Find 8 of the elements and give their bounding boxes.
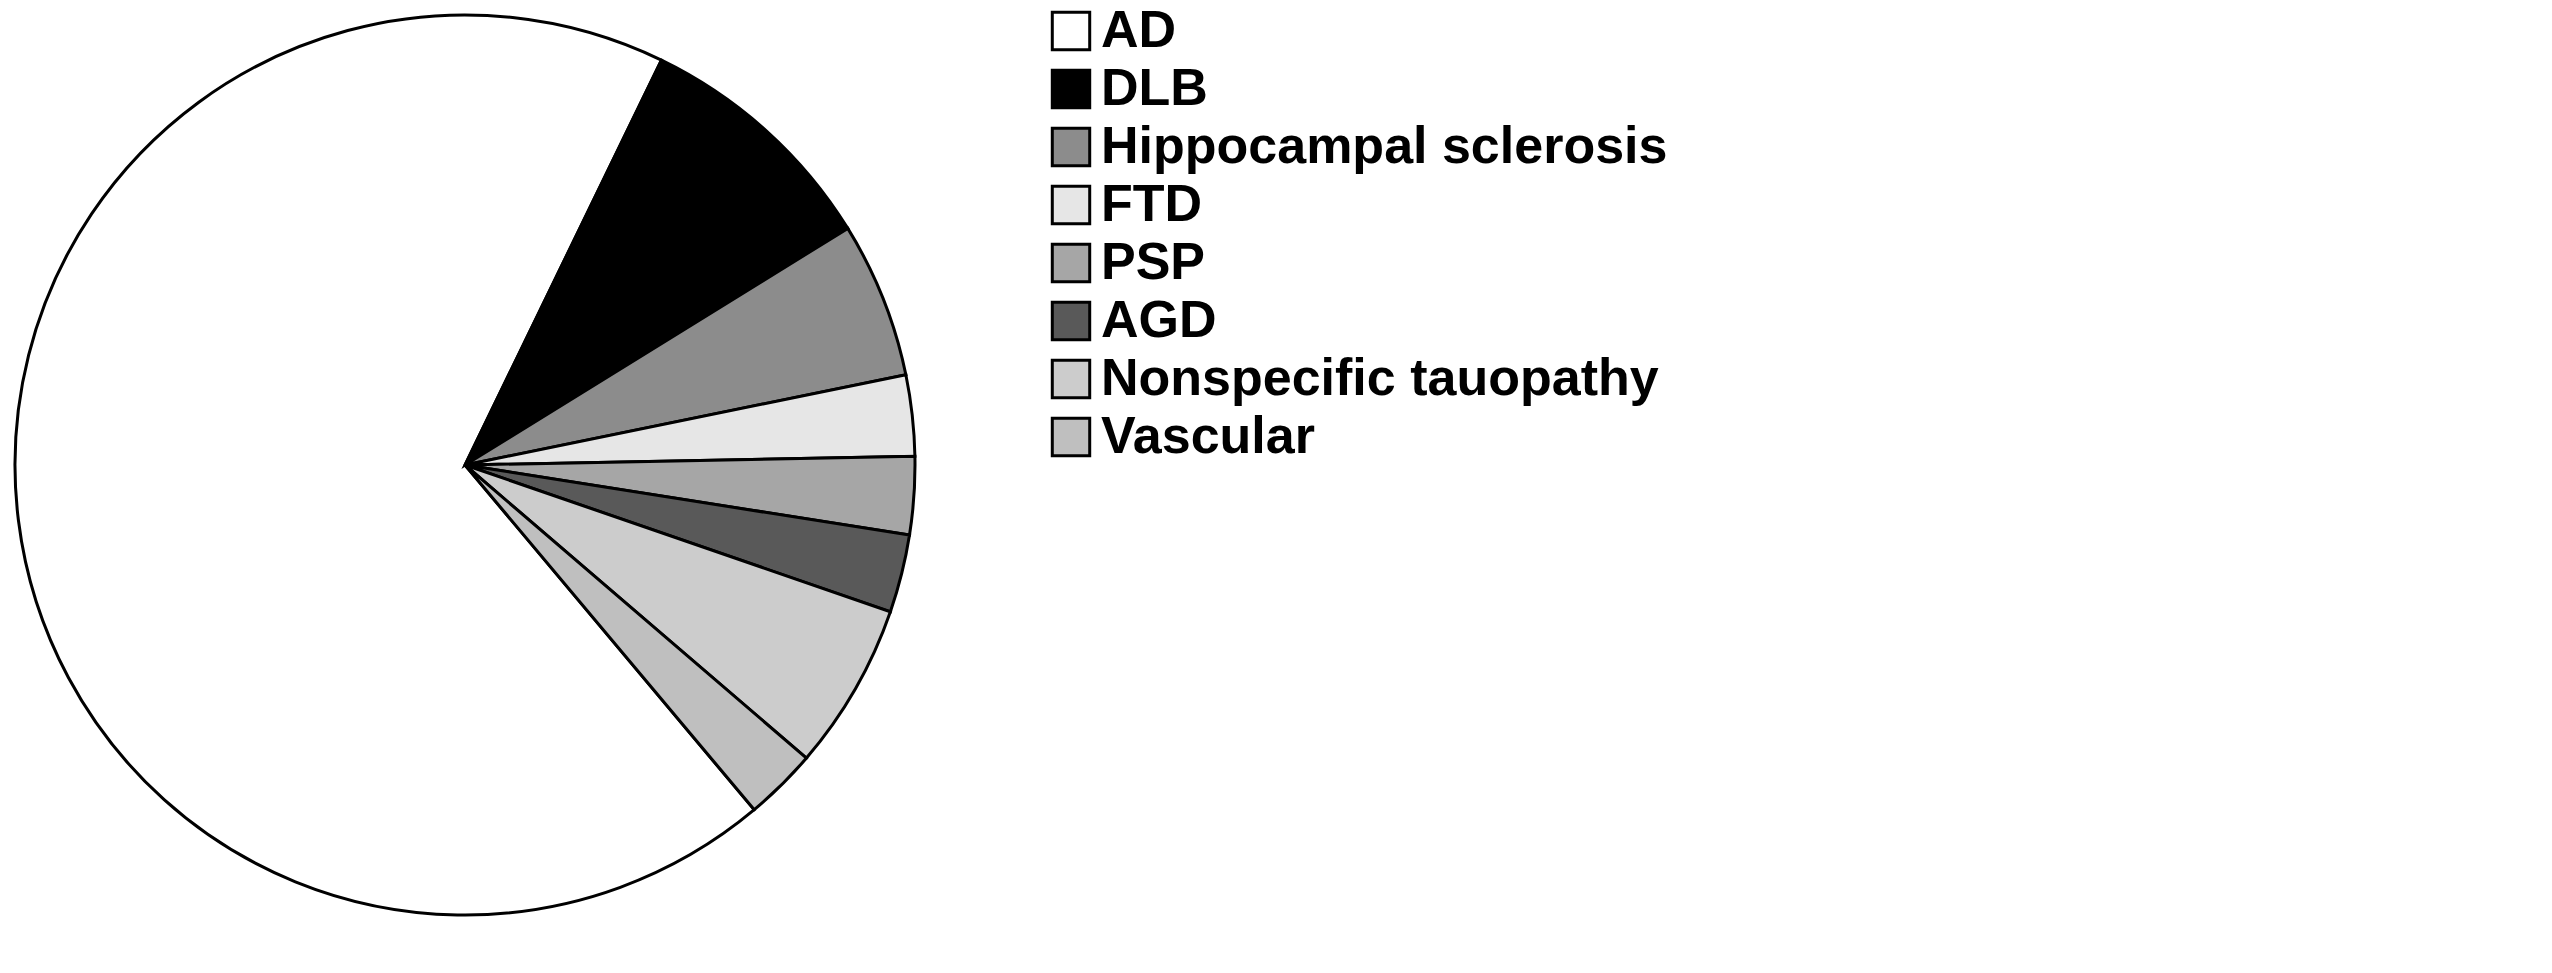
legend-label: AD bbox=[1101, 0, 1177, 58]
legend-label: Hippocampal sclerosis bbox=[1101, 116, 1668, 174]
legend-label: Nonspecific tauopathy bbox=[1101, 348, 1659, 406]
legend-label: FTD bbox=[1101, 174, 1203, 232]
legend-label: AGD bbox=[1101, 290, 1217, 348]
legend-label: DLB bbox=[1101, 58, 1208, 116]
legend-label: Vascular bbox=[1101, 406, 1315, 464]
legend-label: PSP bbox=[1101, 232, 1206, 290]
